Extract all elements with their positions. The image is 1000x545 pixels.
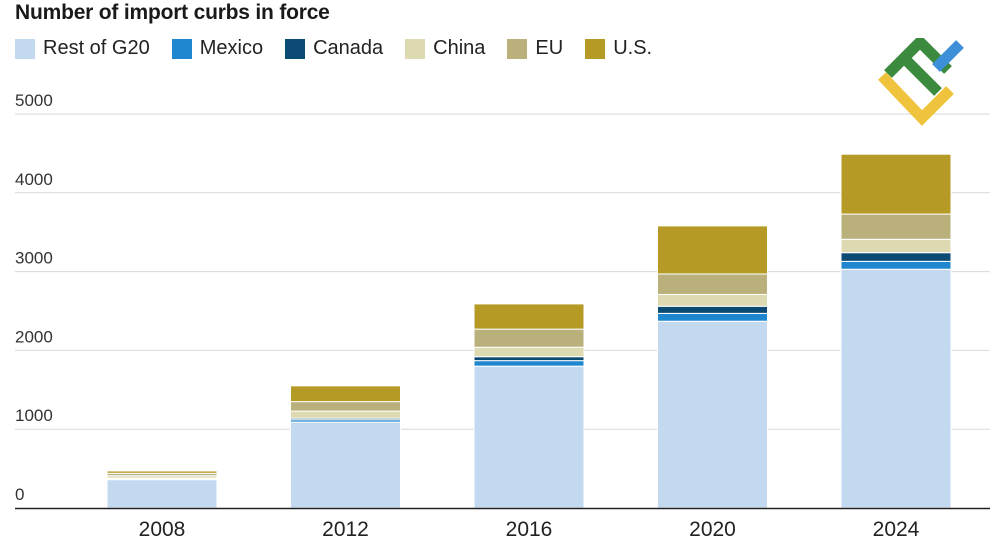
- bar-segment: [290, 401, 401, 412]
- chart-title: Number of import curbs in force: [15, 1, 330, 24]
- bar-segment: [657, 225, 768, 275]
- legend-label: Mexico: [199, 37, 264, 59]
- x-tick-label: 2016: [506, 518, 553, 541]
- bar-segment: [290, 410, 401, 419]
- bar-segment: [840, 238, 952, 254]
- legend-label: EU: [535, 37, 564, 59]
- bar-segment: [290, 385, 401, 403]
- bar-segment: [840, 252, 952, 262]
- y-tick-label: 2000: [15, 327, 53, 346]
- bar-segment: [840, 268, 952, 509]
- legend-label: China: [433, 37, 486, 59]
- y-tick-label: 0: [15, 485, 24, 504]
- legend-label: Rest of G20: [43, 37, 150, 59]
- bar-segment: [473, 360, 585, 367]
- legend-label: U.S.: [613, 37, 653, 59]
- legend-item-mexico: Mexico: [171, 37, 264, 60]
- x-tick-label: 2024: [873, 518, 920, 541]
- legend-item-rest-of-g20: Rest of G20: [15, 37, 150, 60]
- legend-item-us: U.S.: [585, 37, 652, 60]
- bar-segment: [657, 320, 768, 509]
- x-axis: 2008 2012 2016 2020 2024: [15, 507, 990, 541]
- legend-item-eu: EU: [507, 37, 563, 60]
- bar-segment: [840, 213, 952, 240]
- legend: Rest of G20 Mexico Canada China EU U.S.: [15, 37, 674, 60]
- y-tick-label: 5000: [15, 91, 53, 110]
- legend-item-canada: Canada: [285, 37, 383, 60]
- bar-segment: [106, 470, 218, 474]
- legend-swatch: [15, 38, 35, 59]
- legend-swatch: [285, 38, 306, 59]
- bar-segment: [657, 305, 768, 314]
- bar-segment: [657, 312, 768, 322]
- bar-segment: [840, 153, 952, 215]
- legend-swatch: [171, 38, 192, 59]
- legend-label: Canada: [313, 37, 384, 59]
- y-tick-label: 4000: [15, 170, 53, 189]
- bar-segment: [473, 303, 585, 330]
- legend-swatch: [507, 38, 528, 59]
- bar-segment: [473, 328, 585, 348]
- legend-swatch: [405, 38, 426, 59]
- bar-segment: [473, 356, 585, 362]
- y-tick-label: 1000: [15, 406, 53, 425]
- bar-segment: [290, 421, 401, 509]
- bar-segment: [473, 346, 585, 358]
- bar-segment: [106, 479, 218, 509]
- bar-segment: [840, 260, 952, 270]
- legend-swatch: [585, 38, 606, 59]
- bars: [106, 153, 952, 509]
- watermark-logo-icon: [878, 38, 964, 126]
- bar-segment: [473, 365, 585, 509]
- legend-item-china: China: [405, 37, 485, 60]
- x-tick-label: 2008: [139, 518, 186, 541]
- x-tick-label: 2012: [322, 518, 369, 541]
- bar-segment: [657, 293, 768, 307]
- y-tick-label: 3000: [15, 249, 53, 268]
- x-tick-label: 2020: [689, 518, 736, 541]
- gridlines: 0 1000 2000 3000 4000 5000: [15, 91, 990, 504]
- bar-segment: [657, 273, 768, 295]
